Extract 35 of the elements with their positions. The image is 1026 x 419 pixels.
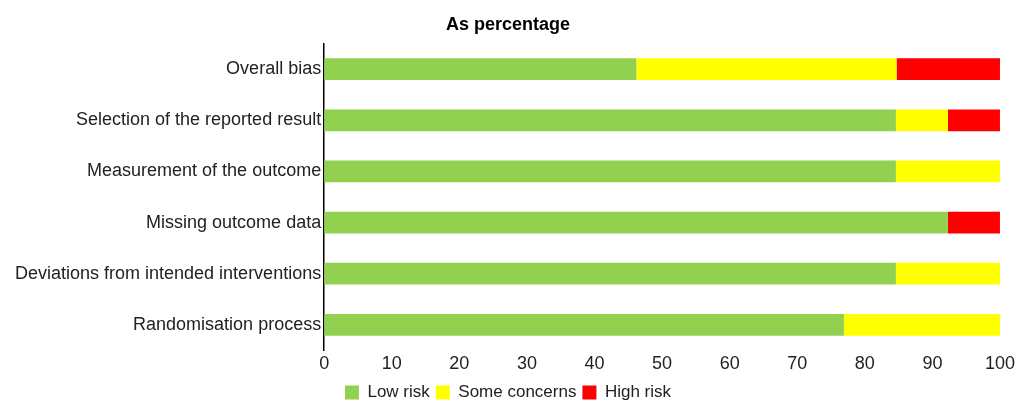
bar — [947, 109, 1000, 132]
bar — [895, 109, 948, 132]
x-tick-label: 30 — [516, 353, 537, 374]
bar — [324, 262, 896, 285]
bar — [324, 109, 896, 132]
y-tick-label: Overall bias — [226, 58, 322, 79]
x-tick-label: 100 — [984, 353, 1016, 374]
x-tick-label: 40 — [584, 353, 605, 374]
bar — [324, 211, 948, 234]
bar — [636, 58, 897, 81]
x-tick-label: 0 — [319, 353, 330, 374]
bar — [324, 58, 637, 81]
x-tick-label: 70 — [787, 353, 808, 374]
y-tick-label: Missing outcome data — [146, 211, 323, 232]
x-tick-label: 20 — [449, 353, 470, 374]
x-tick-label: 10 — [381, 353, 402, 374]
y-tick-label: Deviations from intended interventions — [15, 262, 322, 283]
chart-title: As percentage — [445, 13, 571, 34]
bar — [947, 211, 1000, 234]
bar — [843, 313, 1000, 336]
bar — [896, 58, 1000, 81]
y-tick-label: Randomisation process — [133, 313, 322, 334]
legend-label: Low risk — [367, 382, 431, 402]
legend-label: High risk — [604, 382, 672, 402]
bar — [895, 160, 1000, 183]
bar — [895, 262, 1000, 285]
bar — [324, 160, 896, 183]
y-tick-label: Selection of the reported result — [76, 109, 322, 130]
y-tick-label: Measurement of the outcome — [87, 160, 322, 181]
bar — [324, 313, 844, 336]
legend-label: Some concerns — [458, 382, 577, 402]
x-tick-label: 50 — [652, 353, 673, 374]
x-tick-label: 80 — [854, 353, 875, 374]
x-tick-label: 90 — [922, 353, 943, 374]
x-tick-label: 60 — [719, 353, 740, 374]
